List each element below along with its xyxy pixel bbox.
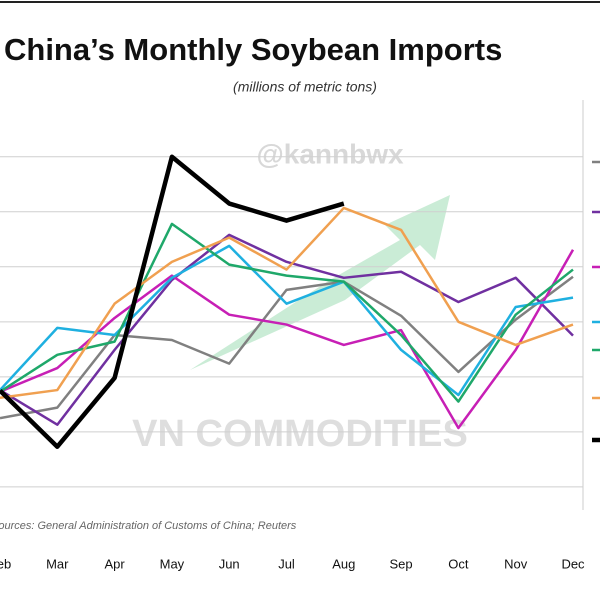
x-tick-label: Dec [561,556,585,571]
x-tick-label: Oct [448,556,469,571]
x-tick-label: Feb [0,556,11,571]
series-line [0,233,574,426]
source: Sources: General Administration of Custo… [0,520,297,532]
x-tick-label: May [160,556,185,571]
series-line [0,275,574,420]
x-tick-label: Sep [390,556,413,571]
watermark: @kannbwx [256,138,404,169]
series-line [0,154,345,449]
series-line [0,206,574,399]
series-line [0,222,574,403]
x-tick-label: Jul [278,556,295,571]
x-tick-label: Apr [104,556,125,571]
x-tick-label: Mar [46,556,69,571]
watermark: VN COMMODITIES [132,413,468,455]
x-tick-label: Aug [332,556,355,571]
lines [0,154,575,449]
x-tick-label: Nov [504,556,528,571]
chart-subtitle: (millions of metric tons) [233,79,377,95]
grid [0,156,583,488]
chart-title: China’s Monthly Soybean Imports [4,32,502,67]
x-tick-label: Jun [219,556,240,571]
watermark-arrow [190,195,450,370]
